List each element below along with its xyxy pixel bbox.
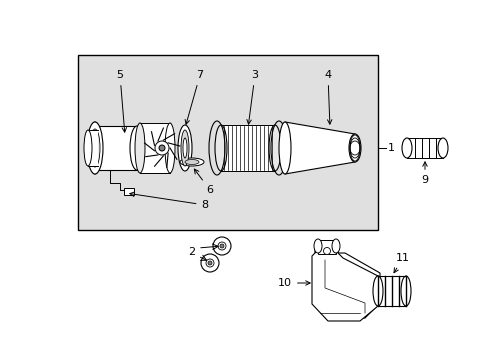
Ellipse shape — [181, 130, 189, 166]
Ellipse shape — [90, 129, 100, 167]
Ellipse shape — [268, 125, 281, 171]
Polygon shape — [311, 250, 377, 321]
Circle shape — [205, 259, 214, 267]
Text: 3: 3 — [246, 70, 258, 124]
Text: 5: 5 — [116, 70, 126, 132]
Circle shape — [207, 261, 212, 265]
Text: 4: 4 — [324, 70, 331, 124]
Text: 10: 10 — [278, 278, 309, 288]
Polygon shape — [285, 122, 354, 174]
Bar — [406, 138, 442, 158]
Ellipse shape — [84, 130, 92, 166]
Ellipse shape — [331, 239, 339, 253]
Ellipse shape — [183, 138, 186, 158]
Bar — [88, 130, 98, 166]
Text: 9: 9 — [421, 162, 427, 185]
Text: 7: 7 — [185, 70, 203, 124]
Ellipse shape — [164, 123, 175, 173]
Circle shape — [201, 254, 219, 272]
Ellipse shape — [130, 126, 143, 170]
Ellipse shape — [135, 123, 145, 173]
Text: 1: 1 — [387, 143, 394, 153]
Ellipse shape — [279, 122, 290, 174]
Circle shape — [155, 141, 169, 155]
Bar — [124, 188, 134, 195]
PathPatch shape — [314, 248, 379, 320]
Circle shape — [213, 237, 230, 255]
Circle shape — [220, 244, 224, 248]
Ellipse shape — [372, 276, 382, 306]
Ellipse shape — [437, 138, 447, 158]
Text: 11: 11 — [393, 253, 409, 273]
Text: 6: 6 — [194, 169, 213, 195]
Text: 8: 8 — [129, 192, 208, 210]
Ellipse shape — [401, 138, 411, 158]
Ellipse shape — [313, 239, 321, 253]
Circle shape — [323, 248, 330, 255]
Bar — [95, 126, 137, 170]
Text: 2: 2 — [188, 247, 195, 257]
Circle shape — [218, 242, 225, 250]
Bar — [140, 123, 170, 173]
Ellipse shape — [400, 276, 410, 306]
Ellipse shape — [180, 158, 203, 166]
Bar — [317, 240, 335, 254]
Circle shape — [159, 145, 164, 151]
Ellipse shape — [348, 134, 360, 162]
Ellipse shape — [87, 122, 103, 174]
Ellipse shape — [178, 125, 192, 171]
Ellipse shape — [184, 159, 199, 165]
Bar — [78, 55, 377, 230]
Bar — [221, 125, 275, 171]
Ellipse shape — [215, 125, 226, 171]
